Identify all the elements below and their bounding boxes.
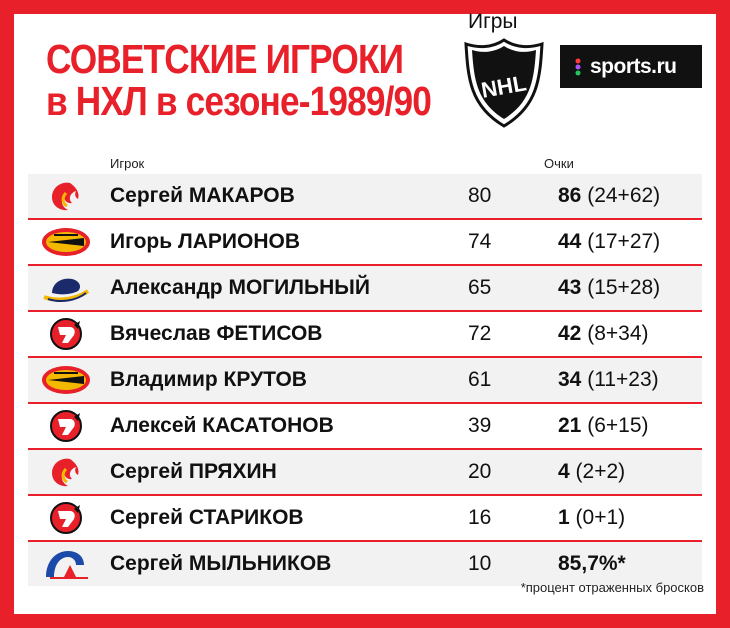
footnote: *процент отраженных бросков <box>520 580 704 595</box>
player-points: 86 <box>558 184 582 207</box>
table-row: Игорь ЛАРИОНОВ 74 44 (17+27) <box>28 220 702 266</box>
header-points: Очки <box>544 156 574 171</box>
header-player: Игрок <box>110 156 145 171</box>
player-games: 10 <box>468 552 492 575</box>
player-points-detail: (6+15) <box>587 414 649 437</box>
player-first-name: Сергей <box>110 552 184 575</box>
player-games: 65 <box>468 276 492 299</box>
player-first-name: Вячеслав <box>110 322 211 345</box>
quebec-nordiques-icon <box>40 547 92 581</box>
player-points-detail: (24+62) <box>587 184 661 207</box>
player-last-name: МЫЛЬНИКОВ <box>188 552 332 575</box>
player-last-name: МОГИЛЬНЫЙ <box>228 276 370 299</box>
player-first-name: Сергей <box>110 184 184 207</box>
player-last-name: ЛАРИОНОВ <box>177 230 300 253</box>
new-jersey-devils-icon <box>40 409 92 443</box>
table-row: Сергей МЫЛЬНИКОВ 10 85,7%* <box>28 542 702 586</box>
table-row: Владимир КРУТОВ 61 34 (11+23) <box>28 358 702 404</box>
player-points-detail: (15+28) <box>587 276 661 299</box>
vancouver-canucks-icon <box>40 363 92 397</box>
calgary-flames-icon <box>40 455 92 489</box>
player-points: 21 <box>558 414 582 437</box>
player-games: 39 <box>468 414 492 437</box>
player-points-detail: (17+27) <box>587 230 661 253</box>
player-first-name: Сергей <box>110 506 184 529</box>
player-games: 20 <box>468 460 492 483</box>
table-row: Сергей МАКАРОВ 80 86 (24+62) <box>28 174 702 220</box>
player-games: 74 <box>468 230 492 253</box>
players-table: Сергей МАКАРОВ 80 86 (24+62) Игорь ЛАРИО… <box>28 174 702 586</box>
player-points-detail: (0+1) <box>575 506 626 529</box>
player-save-percentage: 85,7%* <box>558 552 626 575</box>
player-last-name: СТАРИКОВ <box>188 506 304 529</box>
player-games: 16 <box>468 506 492 529</box>
player-first-name: Александр <box>110 276 223 299</box>
player-points: 42 <box>558 322 582 345</box>
brand-label: sports.ru <box>590 55 677 78</box>
vancouver-canucks-icon <box>40 225 92 259</box>
player-points: 34 <box>558 368 582 391</box>
new-jersey-devils-icon <box>40 501 92 535</box>
table-row: Вячеслав ФЕТИСОВ 72 42 (8+34) <box>28 312 702 358</box>
player-first-name: Алексей <box>110 414 197 437</box>
player-games: 72 <box>468 322 492 345</box>
player-points: 1 <box>558 506 570 529</box>
player-last-name: КРУТОВ <box>223 368 307 391</box>
header-games: Игры <box>468 10 518 33</box>
new-jersey-devils-icon <box>40 317 92 351</box>
table-row: Александр МОГИЛЬНЫЙ 65 43 (15+28) <box>28 266 702 312</box>
player-points: 4 <box>558 460 570 483</box>
table-row: Алексей КАСАТОНОВ 39 21 (6+15) <box>28 404 702 450</box>
player-last-name: ФЕТИСОВ <box>216 322 323 345</box>
buffalo-sabres-icon <box>40 271 92 305</box>
table-row: Сергей ПРЯХИН 20 4 (2+2) <box>28 450 702 496</box>
calgary-flames-icon <box>40 179 92 213</box>
player-points-detail: (2+2) <box>575 460 626 483</box>
brand-dots-icon <box>575 58 581 76</box>
player-points: 44 <box>558 230 582 253</box>
player-points: 43 <box>558 276 582 299</box>
player-first-name: Сергей <box>110 460 184 483</box>
brand-badge: sports.ru <box>560 45 702 88</box>
player-games: 61 <box>468 368 492 391</box>
title-line-1: СОВЕТСКИЕ ИГРОКИ <box>46 36 404 82</box>
page-title: СОВЕТСКИЕ ИГРОКИ в НХЛ в сезоне-1989/90 <box>46 36 432 124</box>
player-last-name: ПРЯХИН <box>188 460 277 483</box>
player-last-name: КАСАТОНОВ <box>202 414 334 437</box>
player-points-detail: (11+23) <box>587 368 659 391</box>
player-last-name: МАКАРОВ <box>188 184 295 207</box>
player-points-detail: (8+34) <box>587 322 649 345</box>
player-games: 80 <box>468 184 492 207</box>
title-line-2: в НХЛ в сезоне-1989/90 <box>46 78 432 124</box>
player-first-name: Владимир <box>110 368 218 391</box>
player-first-name: Игорь <box>110 230 173 253</box>
nhl-logo-icon: NHL <box>462 38 546 128</box>
table-row: Сергей СТАРИКОВ 16 1 (0+1) <box>28 496 702 542</box>
